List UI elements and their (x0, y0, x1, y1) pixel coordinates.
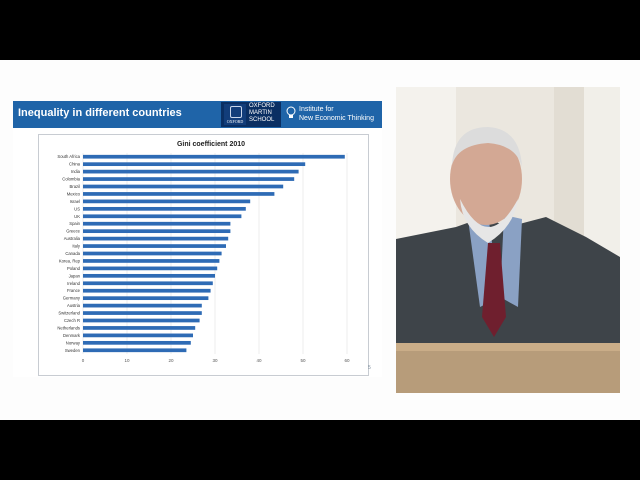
oxford-crest-icon: OXFORD (224, 104, 246, 125)
category-label: Czech R (64, 318, 80, 323)
lightbulb-icon (286, 106, 296, 118)
bar (83, 288, 211, 293)
category-label: Israel (70, 199, 80, 204)
bar (83, 199, 251, 204)
oxford-martin-school-text: OXFORD MARTIN SCHOOL (249, 103, 275, 123)
x-tick-label: 50 (300, 358, 306, 363)
category-label: Ireland (67, 281, 80, 286)
bar (83, 177, 295, 181)
x-tick-label: 10 (124, 358, 130, 363)
category-label: Austria (67, 303, 81, 308)
bar (83, 244, 226, 248)
bar (83, 311, 202, 315)
gini-chart: Gini coefficient 2010 South Africa China I… (38, 134, 369, 376)
bar (83, 192, 275, 196)
bar (83, 281, 213, 286)
category-label: Switzerland (58, 311, 80, 316)
category-label: Poland (67, 266, 81, 271)
bar (83, 162, 306, 167)
category-label: Mexico (67, 191, 81, 196)
category-label: Germany (63, 296, 81, 301)
speaker-video (396, 87, 620, 393)
category-label: Canada (65, 251, 80, 256)
x-tick-label: 40 (256, 358, 262, 363)
slide-header: Inequality in different countries OXFORD… (13, 101, 382, 128)
bar (83, 318, 200, 323)
bar (83, 326, 196, 330)
bar (83, 184, 284, 189)
bar (83, 266, 218, 271)
bar (83, 333, 193, 338)
bar (83, 229, 231, 234)
category-label: Sweden (65, 348, 81, 353)
slide-title: Inequality in different countries (18, 107, 182, 119)
bar (83, 206, 246, 211)
inet-text: Institute for New Economic Thinking (299, 106, 374, 122)
slide-number: 5 (368, 365, 371, 371)
category-label: UK (74, 214, 80, 219)
x-tick-label: 0 (82, 358, 85, 363)
category-label: Brazil (70, 184, 81, 189)
bar (83, 221, 231, 226)
oxford-crest-label: OXFORD (226, 119, 244, 124)
bar (83, 236, 229, 241)
bar (83, 296, 209, 301)
category-label: Italy (72, 244, 81, 249)
category-label: Netherlands (57, 325, 80, 330)
category-label: Spain (69, 221, 80, 226)
x-tick-label: 20 (168, 358, 174, 363)
category-label: China (69, 162, 81, 167)
bar (83, 169, 299, 174)
bar (83, 259, 220, 263)
x-tick-label: 60 (344, 358, 350, 363)
category-label: Greece (66, 229, 80, 234)
category-label: France (67, 288, 81, 293)
category-label: US (74, 206, 80, 211)
chart-title: Gini coefficient 2010 (177, 141, 245, 148)
category-label: India (71, 169, 81, 174)
category-label: Denmark (63, 333, 81, 338)
bar (83, 214, 242, 219)
presentation-slide: Inequality in different countries OXFORD… (13, 101, 382, 377)
category-label: Colombia (62, 177, 80, 182)
speaker-image (396, 87, 620, 393)
bar (83, 348, 187, 353)
bar (83, 340, 191, 345)
bar (83, 303, 202, 308)
oxford-martin-logo: OXFORD OXFORD MARTIN SCHOOL (221, 102, 281, 127)
bar (83, 154, 345, 159)
category-label: South Africa (57, 154, 80, 159)
x-tick-label: 30 (212, 358, 218, 363)
inet-logo: Institute for New Economic Thinking (283, 102, 381, 127)
category-label: Australia (64, 236, 81, 241)
category-label: Norway (66, 340, 81, 345)
bar (83, 251, 222, 256)
category-label: Korea, Rep (59, 258, 81, 263)
bar (83, 273, 215, 278)
chart-svg: Gini coefficient 2010 South Africa China I… (57, 141, 350, 363)
category-label: Japan (69, 273, 81, 278)
